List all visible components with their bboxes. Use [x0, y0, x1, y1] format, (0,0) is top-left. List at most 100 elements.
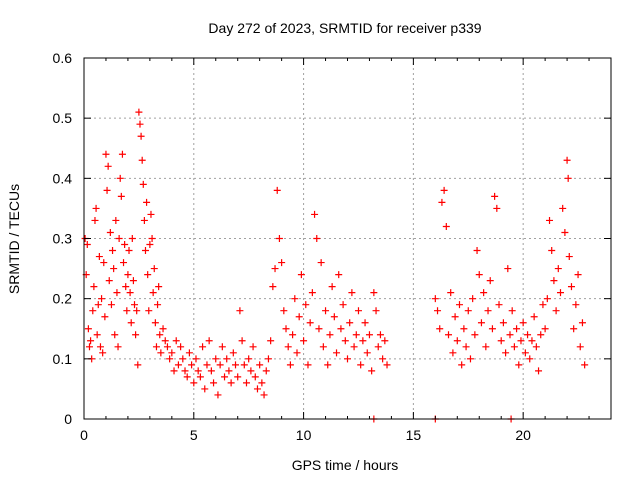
data-point: [271, 265, 279, 273]
data-point: [91, 216, 99, 224]
data-point: [113, 289, 121, 297]
x-axis-ticks: 0 5 10 15 20: [80, 58, 590, 443]
data-point: [361, 319, 369, 327]
data-point: [431, 295, 439, 303]
data-point: [335, 271, 343, 279]
data-point: [115, 235, 123, 242]
data-point: [449, 349, 457, 357]
y-tick-label: 0.3: [53, 231, 73, 247]
data-point: [154, 301, 162, 309]
data-point: [317, 259, 325, 267]
data-point: [129, 277, 137, 285]
data-point: [519, 319, 527, 327]
data-point: [166, 355, 174, 363]
data-point: [344, 355, 351, 363]
x-tick-label: 5: [190, 427, 198, 443]
data-point: [497, 337, 505, 345]
data-point: [238, 337, 246, 345]
data-point: [262, 367, 270, 375]
data-point: [148, 235, 156, 242]
data-point: [98, 295, 106, 303]
data-point: [286, 361, 294, 369]
y-tick-label: 0: [64, 411, 72, 427]
data-point: [311, 210, 319, 218]
data-point: [147, 210, 155, 218]
data-point: [330, 313, 338, 321]
y-axis-title: SRMTID / TECUs: [6, 184, 22, 294]
data-point: [135, 108, 143, 116]
x-tick-label: 15: [406, 427, 422, 443]
data-point: [151, 319, 159, 327]
data-point: [341, 337, 349, 345]
data-point: [475, 271, 483, 279]
data-point: [515, 361, 523, 369]
data-point: [85, 343, 93, 351]
data-point: [458, 361, 466, 369]
data-point: [576, 343, 584, 351]
data-point: [181, 367, 189, 375]
data-point: [258, 379, 266, 387]
data-point: [561, 228, 569, 236]
data-point: [434, 307, 442, 315]
data-point: [365, 331, 373, 339]
data-point: [269, 283, 277, 291]
data-point: [528, 337, 536, 345]
data-point: [578, 319, 586, 327]
data-point: [488, 325, 496, 333]
data-point: [300, 337, 308, 345]
data-point: [183, 373, 191, 381]
data-point: [289, 331, 297, 339]
data-point: [504, 265, 512, 273]
data-point: [177, 343, 185, 351]
data-point: [179, 355, 187, 363]
data-point: [315, 325, 323, 333]
data-point: [295, 313, 303, 321]
data-point: [118, 150, 126, 158]
data-point: [205, 337, 213, 345]
data-point: [447, 289, 455, 297]
data-point: [537, 331, 545, 339]
data-point: [350, 343, 358, 351]
data-point: [157, 349, 165, 357]
data-point: [291, 295, 299, 303]
data-point: [143, 198, 151, 206]
data-point: [146, 241, 154, 249]
data-point: [253, 385, 261, 393]
data-point: [100, 259, 108, 267]
data-point: [240, 361, 248, 369]
data-point: [539, 301, 547, 309]
data-point: [107, 301, 115, 309]
data-point: [440, 186, 448, 194]
data-point: [570, 325, 578, 333]
data-point: [280, 307, 288, 315]
data-point: [565, 253, 573, 261]
data-point: [127, 319, 135, 327]
data-point: [221, 373, 229, 381]
data-point: [451, 313, 459, 321]
data-point: [223, 355, 231, 363]
plot-frame: [83, 57, 612, 420]
x-tick-label: 0: [80, 427, 88, 443]
data-point: [313, 235, 321, 242]
data-point: [559, 204, 567, 212]
data-point: [136, 120, 144, 128]
data-point: [94, 301, 102, 309]
data-point: [251, 373, 259, 381]
data-point: [185, 349, 193, 357]
y-tick-label: 0.6: [53, 50, 73, 66]
data-point: [149, 289, 157, 297]
data-point: [236, 307, 244, 315]
data-point: [556, 289, 564, 297]
y-tick-label: 0.2: [53, 291, 73, 307]
data-point: [348, 289, 356, 297]
data-point: [145, 307, 153, 315]
data-point: [322, 307, 330, 315]
data-point: [374, 343, 382, 351]
data-point: [541, 325, 549, 333]
data-point: [227, 379, 235, 387]
grid: [84, 58, 611, 419]
data-point: [161, 337, 169, 345]
data-point: [109, 247, 117, 255]
